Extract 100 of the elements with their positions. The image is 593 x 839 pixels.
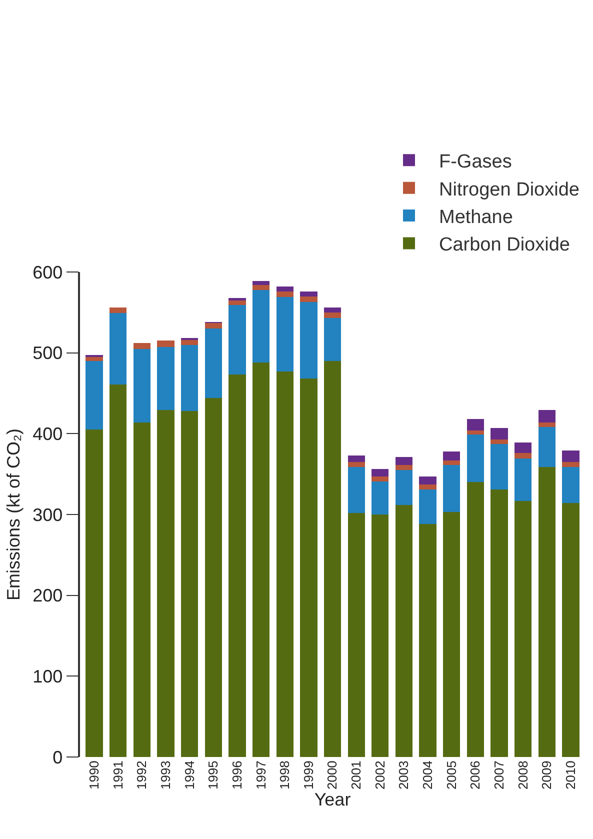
bar bbox=[110, 384, 127, 757]
bar bbox=[372, 514, 389, 757]
bar bbox=[157, 340, 174, 348]
bar bbox=[348, 512, 365, 757]
bar bbox=[110, 308, 127, 314]
x-tick-label: 1994 bbox=[182, 760, 197, 790]
bar bbox=[300, 378, 318, 757]
bar bbox=[300, 296, 318, 302]
bar bbox=[204, 322, 222, 329]
y-tick-label: 600 bbox=[32, 262, 63, 282]
bar bbox=[538, 466, 556, 757]
y-tick-label: 0 bbox=[52, 747, 63, 768]
bar bbox=[86, 430, 103, 757]
x-tick-label: 2009 bbox=[539, 760, 554, 790]
bar bbox=[419, 489, 436, 524]
bar bbox=[372, 469, 389, 477]
bar bbox=[490, 489, 508, 757]
bar bbox=[490, 428, 508, 440]
x-tick-label: 1992 bbox=[134, 760, 150, 790]
x-tick-label: 2008 bbox=[515, 760, 530, 790]
x-tick-label: 1999 bbox=[300, 760, 316, 790]
bar bbox=[252, 290, 270, 363]
bar bbox=[562, 503, 580, 757]
bar bbox=[514, 442, 532, 454]
bar bbox=[86, 360, 103, 430]
bar bbox=[228, 305, 246, 375]
bar bbox=[514, 500, 532, 757]
bar bbox=[276, 297, 294, 372]
x-axis-title: Year bbox=[314, 790, 351, 810]
bar bbox=[300, 302, 318, 379]
bar bbox=[419, 524, 436, 757]
bar bbox=[562, 450, 580, 462]
bar bbox=[395, 465, 413, 470]
bar bbox=[276, 286, 294, 292]
legend-label: Methane bbox=[439, 206, 513, 228]
x-tick-label: 1990 bbox=[86, 760, 102, 790]
y-tick-label: 200 bbox=[32, 586, 63, 606]
x-tick-label: 2001 bbox=[348, 760, 364, 790]
bar bbox=[204, 328, 222, 398]
bar bbox=[466, 482, 484, 757]
bar bbox=[538, 422, 556, 428]
bar bbox=[181, 344, 198, 412]
bar bbox=[348, 462, 365, 467]
bar bbox=[395, 504, 413, 757]
bar bbox=[252, 284, 270, 290]
bar bbox=[538, 427, 556, 467]
bar bbox=[324, 318, 342, 361]
x-tick-label: 2002 bbox=[372, 760, 388, 790]
x-tick-label: 1993 bbox=[158, 760, 173, 790]
bar bbox=[466, 419, 484, 430]
bar bbox=[181, 411, 198, 757]
bar bbox=[252, 280, 270, 285]
x-tick-label: 2006 bbox=[468, 760, 483, 790]
y-tick-label: 500 bbox=[32, 343, 63, 364]
y-axis-title: Emissions (kt of CO₂) bbox=[3, 428, 24, 601]
bar bbox=[443, 460, 460, 466]
bar bbox=[490, 444, 508, 490]
bar bbox=[443, 451, 460, 460]
bar bbox=[324, 312, 342, 318]
bar bbox=[419, 476, 436, 485]
bar bbox=[252, 362, 270, 757]
bar bbox=[157, 410, 174, 757]
x-tick-label: 1991 bbox=[110, 760, 126, 790]
bar bbox=[228, 374, 246, 757]
bar bbox=[157, 347, 174, 410]
bar bbox=[110, 313, 127, 384]
y-tick-label: 100 bbox=[32, 666, 63, 686]
x-tick-label: 1996 bbox=[229, 760, 244, 790]
bar bbox=[514, 458, 532, 501]
bar bbox=[538, 410, 556, 422]
y-tick-label: 300 bbox=[32, 504, 63, 525]
bar bbox=[514, 453, 532, 459]
y-tick-label: 400 bbox=[32, 424, 63, 444]
bar bbox=[276, 371, 294, 757]
bar bbox=[395, 457, 413, 466]
x-tick-label: 1998 bbox=[277, 760, 292, 790]
bar bbox=[443, 465, 460, 512]
bar bbox=[395, 470, 413, 505]
bar bbox=[419, 484, 436, 490]
bar bbox=[204, 398, 222, 757]
x-tick-label: 2004 bbox=[420, 760, 436, 790]
x-tick-label: 2000 bbox=[324, 760, 340, 790]
bar bbox=[466, 430, 484, 434]
bar bbox=[372, 481, 389, 514]
bar bbox=[348, 466, 365, 513]
bar bbox=[443, 512, 460, 757]
bar bbox=[562, 466, 580, 504]
x-tick-label: 2007 bbox=[491, 760, 506, 790]
bar bbox=[348, 455, 365, 462]
bar bbox=[466, 434, 484, 482]
x-tick-label: 2005 bbox=[444, 760, 459, 790]
x-tick-label: 2010 bbox=[562, 760, 578, 790]
x-tick-label: 1995 bbox=[206, 760, 221, 790]
x-tick-label: 1997 bbox=[253, 760, 268, 790]
bar bbox=[133, 343, 151, 349]
bar bbox=[228, 300, 246, 306]
bar bbox=[324, 308, 342, 312]
bar bbox=[133, 348, 151, 422]
bar bbox=[324, 360, 342, 757]
legend-label: Carbon Dioxide bbox=[439, 234, 570, 256]
